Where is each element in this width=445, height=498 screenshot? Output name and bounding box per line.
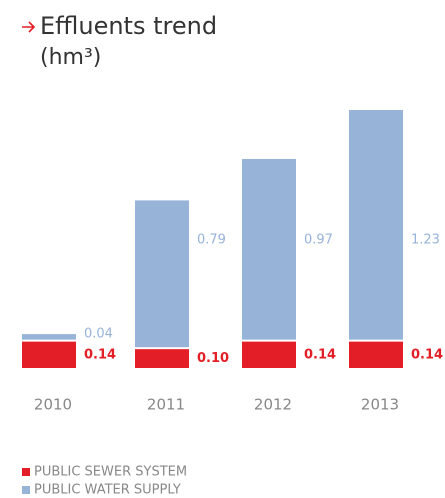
bar-segment bbox=[22, 341, 76, 368]
bar-segment bbox=[135, 349, 189, 368]
legend-label: PUBLIC SEWER SYSTEM bbox=[34, 465, 187, 480]
bar-segment bbox=[349, 341, 403, 368]
bar-segment bbox=[242, 158, 296, 340]
bar-segment bbox=[22, 334, 76, 340]
chart-title: Effluents trend bbox=[40, 12, 217, 40]
data-label: 0.14 bbox=[84, 347, 116, 362]
bar-segment bbox=[135, 200, 189, 348]
title-arrow bbox=[22, 21, 36, 33]
x-tick-label: 2011 bbox=[147, 396, 185, 414]
bar-segment bbox=[349, 110, 403, 340]
data-label: 0.14 bbox=[304, 347, 336, 362]
data-label: 0.04 bbox=[84, 327, 113, 342]
data-label: 1.23 bbox=[411, 233, 440, 248]
x-tick-label: 2013 bbox=[361, 396, 399, 414]
legend-label: PUBLIC WATER SUPPLY bbox=[34, 483, 181, 498]
bar-segment bbox=[242, 341, 296, 368]
data-label: 0.79 bbox=[197, 233, 226, 248]
data-label: 0.14 bbox=[411, 347, 443, 362]
legend-swatch bbox=[22, 486, 30, 494]
legend-swatch bbox=[22, 468, 30, 476]
data-label: 0.97 bbox=[304, 233, 333, 248]
data-label: 0.10 bbox=[197, 351, 229, 366]
x-tick-label: 2010 bbox=[34, 396, 72, 414]
x-tick-label: 2012 bbox=[254, 396, 292, 414]
chart-subtitle: (hm³) bbox=[40, 45, 101, 70]
